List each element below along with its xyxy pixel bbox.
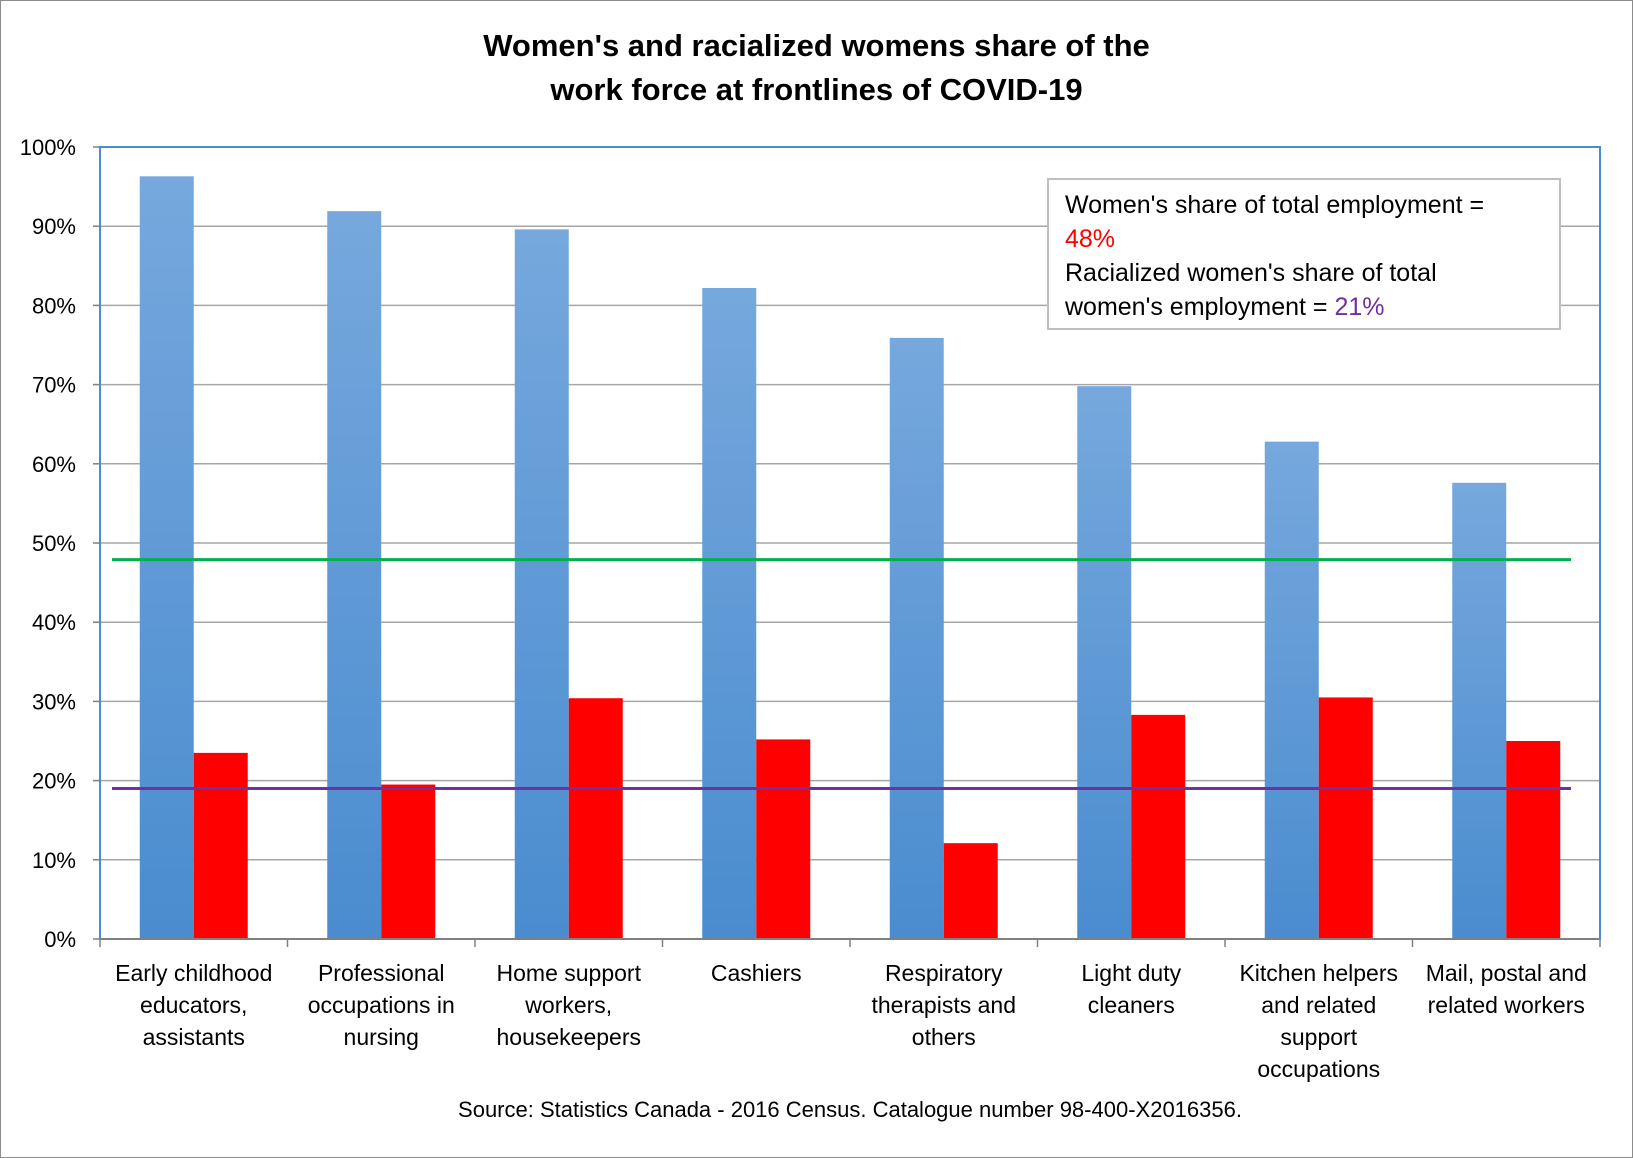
y-tick-label: 100% bbox=[20, 135, 76, 160]
bar-women-share-7 bbox=[1452, 482, 1507, 939]
chart-title-line-2: work force at frontlines of COVID-19 bbox=[550, 72, 1083, 107]
y-tick-label: 90% bbox=[32, 214, 76, 239]
axes bbox=[99, 146, 1601, 947]
reference-lines bbox=[112, 558, 1571, 791]
annotation-line-2: Racialized women's share of total bbox=[1065, 259, 1437, 287]
x-category-label: Mail, postal and related workers bbox=[1413, 957, 1599, 1021]
x-category-label: Kitchen helpers and related support occupat… bbox=[1226, 957, 1412, 1085]
bar-women-share-5 bbox=[1077, 386, 1132, 940]
x-category-label-line: cleaners bbox=[1087, 992, 1175, 1018]
x-category-label-line: related workers bbox=[1427, 992, 1585, 1018]
x-category-label-line: support bbox=[1280, 1024, 1358, 1050]
x-category-label-line: others bbox=[911, 1024, 976, 1050]
bar-women-share-4 bbox=[889, 337, 944, 939]
y-tick-label: 40% bbox=[32, 610, 76, 635]
annotation-line-1: Women's share of total employment = bbox=[1065, 191, 1485, 219]
y-tick-label: 10% bbox=[32, 848, 76, 873]
x-category-label-line: Early childhood bbox=[115, 960, 273, 986]
x-category-label: Home support workers, housekeepers bbox=[476, 957, 662, 1053]
x-category-label-line: and related bbox=[1261, 992, 1377, 1018]
x-category-label-line: assistants bbox=[142, 1024, 245, 1050]
bar-racialized-share-1 bbox=[381, 784, 436, 939]
y-tick-label: 20% bbox=[32, 769, 76, 794]
source-note: Source: Statistics Canada - 2016 Census.… bbox=[458, 1097, 1242, 1122]
annotation-line-3-text: women's employment = bbox=[1065, 293, 1335, 321]
x-category-label-line: occupations bbox=[1257, 1056, 1381, 1082]
x-category-label-line: Professional bbox=[317, 960, 445, 986]
bar-racialized-share-3 bbox=[756, 739, 811, 939]
x-category-label-line: Home support bbox=[496, 960, 641, 986]
bar-women-share-2 bbox=[514, 229, 569, 940]
bar-racialized-share-7 bbox=[1506, 741, 1561, 939]
bar-women-share-3 bbox=[702, 287, 757, 939]
chart-title-line-1: Women's and racialized womens share of t… bbox=[483, 28, 1150, 63]
bar-racialized-share-2 bbox=[568, 698, 623, 939]
y-tick-label: 30% bbox=[32, 689, 76, 714]
x-category-label-line: Kitchen helpers bbox=[1239, 960, 1399, 986]
x-category-label-line: Respiratory bbox=[884, 960, 1003, 986]
x-category-label-line: housekeepers bbox=[496, 1024, 642, 1050]
bar-women-share-1 bbox=[327, 211, 382, 940]
annotation-box: Women's share of total employment = 48% … bbox=[1047, 178, 1561, 330]
x-category-label-line: occupations in bbox=[307, 992, 455, 1018]
y-tick-label: 60% bbox=[32, 452, 76, 477]
y-tick-label: 50% bbox=[32, 531, 76, 556]
x-category-label: Cashiers bbox=[663, 957, 849, 989]
chart-title: Women's and racialized womens share of t… bbox=[0, 24, 1633, 112]
x-category-label: Professional occupations in nursing bbox=[288, 957, 474, 1053]
x-category-label: Respiratory therapists and others bbox=[851, 957, 1037, 1053]
y-tick-label: 70% bbox=[32, 373, 76, 398]
bar-racialized-share-6 bbox=[1318, 697, 1373, 939]
x-category-label: Light duty cleaners bbox=[1038, 957, 1224, 1021]
x-category-label: Early childhood educators, assistants bbox=[101, 957, 287, 1053]
bar-racialized-share-5 bbox=[1131, 714, 1186, 939]
y-tick-labels: 0% 10% 20% 30% 40% 50% 60% 70% 80% 90% 100% bbox=[20, 135, 76, 952]
x-category-label-line: therapists and bbox=[871, 992, 1016, 1018]
x-category-label-line: Light duty bbox=[1081, 960, 1182, 986]
bar-racialized-share-0 bbox=[193, 752, 248, 939]
y-tick-label: 0% bbox=[44, 927, 76, 952]
annotation-value-women-share: 48% bbox=[1065, 225, 1116, 253]
x-category-label-line: Mail, postal and bbox=[1425, 960, 1587, 986]
bar-women-share-6 bbox=[1264, 441, 1319, 939]
x-category-label-line: Cashiers bbox=[710, 960, 802, 986]
x-category-label-line: nursing bbox=[343, 1024, 419, 1050]
bar-women-share-0 bbox=[139, 176, 194, 939]
x-category-label-line: educators, bbox=[140, 992, 248, 1018]
x-category-label-line: workers, bbox=[525, 992, 613, 1018]
annotation-value-racialized-share: 21% bbox=[1334, 293, 1385, 321]
annotation-line-3: women's employment = 21% bbox=[1065, 290, 1543, 324]
bar-racialized-share-4 bbox=[943, 843, 998, 939]
y-tick-label: 80% bbox=[32, 293, 76, 318]
